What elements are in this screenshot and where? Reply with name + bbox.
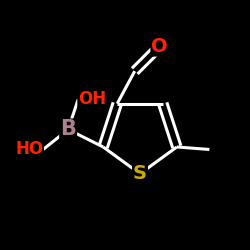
Text: S: S <box>133 164 147 183</box>
Text: HO: HO <box>15 140 43 158</box>
Text: OH: OH <box>78 90 106 108</box>
Text: B: B <box>60 120 76 140</box>
Text: O: O <box>152 37 168 56</box>
